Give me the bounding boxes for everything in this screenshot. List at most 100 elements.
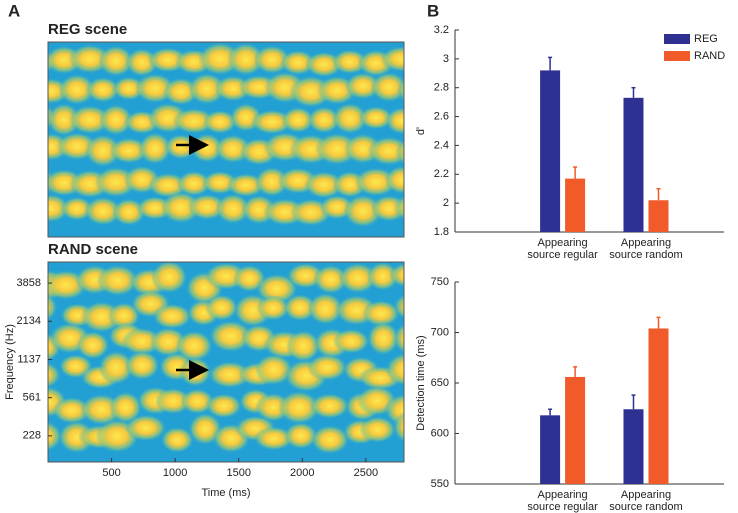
y-tick-label: 2.4 (434, 139, 449, 151)
spectrogram-blob (367, 136, 404, 166)
y-tick-label: 600 (431, 427, 449, 439)
spectrogram-blob (253, 426, 294, 451)
spectrogram-blob (393, 293, 404, 320)
spectrogram-blob (254, 353, 293, 386)
spectrogram-blob (332, 102, 368, 135)
spectrogram-blob (397, 77, 404, 104)
bar (565, 178, 586, 232)
y-tick-label: 3.2 (434, 24, 449, 36)
spectrogram-blob (48, 293, 58, 321)
spectrogram-blob (333, 328, 370, 354)
spectrogram-blob (385, 352, 404, 387)
x-tick-label: 1000 (163, 467, 187, 479)
x-tick-label: 500 (102, 467, 120, 479)
x-tick-label: source random (609, 501, 682, 513)
spectrogram-blob (84, 134, 122, 168)
spectrogram-blob (284, 422, 318, 450)
y-axis-label: Frequency (Hz) (4, 324, 16, 400)
bar (623, 97, 644, 232)
y-tick-label: 650 (431, 377, 449, 389)
panel-label: B (427, 1, 439, 20)
spectrogram-blob (52, 396, 92, 424)
bar (623, 409, 644, 484)
bar (540, 415, 561, 484)
legend-label: REG (694, 33, 718, 45)
spectrogram-blob (307, 106, 341, 134)
spectrogram-blob (109, 391, 142, 424)
spectrogram-blob (138, 132, 172, 165)
spectrogram-blob (393, 194, 404, 221)
spectrogram-blob (388, 262, 404, 288)
spectrogram-blob (175, 330, 213, 362)
legend-swatch (664, 51, 690, 61)
spectrogram-blob (58, 73, 96, 105)
panel-title: RAND scene (48, 241, 138, 258)
spectrogram-blob (385, 107, 404, 135)
frame (47, 261, 405, 463)
x-tick-label: 1500 (226, 467, 250, 479)
spectrogram-blob (393, 323, 404, 354)
spectrogram-blob (160, 426, 194, 453)
x-tick-label: Appearing (538, 489, 588, 501)
spectrogram (48, 262, 404, 462)
x-tick-label: source random (609, 249, 682, 261)
spectrogram-blob (362, 300, 400, 327)
spectrogram-blob (332, 49, 368, 75)
spectrogram-blob (48, 102, 81, 137)
spectrogram-blob (148, 172, 188, 198)
spectrogram-blob (205, 294, 239, 321)
spectrogram-blob (48, 361, 62, 389)
bar (648, 200, 669, 232)
x-tick-label: source regular (527, 501, 598, 513)
bar (648, 328, 669, 484)
spectrogram-blob (107, 302, 141, 330)
spectrogram-blob (202, 110, 238, 134)
spectrogram-blob (76, 330, 110, 360)
spectrogram-blob (124, 414, 167, 442)
spectrogram-blob (180, 388, 215, 415)
y-tick-label: 3 (443, 53, 449, 65)
spectrogram-blob (286, 330, 321, 363)
spectrogram-blob (310, 425, 350, 455)
y-tick-label: 1.8 (434, 226, 449, 238)
spectrogram-blob (359, 416, 397, 443)
spectrogram-blob (48, 420, 63, 452)
spectrogram-blob (215, 193, 251, 225)
spectrogram-blob (124, 350, 160, 381)
spectrogram-blob (367, 321, 400, 356)
y-tick-label: 561 (23, 392, 41, 404)
spectrogram-blob (278, 390, 321, 425)
spectrogram-blob (208, 361, 252, 389)
x-tick-label: Appearing (538, 237, 588, 249)
x-tick-label: Appearing (621, 237, 671, 249)
y-tick-label: 2134 (17, 315, 41, 327)
spectrogram-blob (385, 165, 404, 195)
y-tick-label: 2.2 (434, 168, 449, 180)
spectrogram-blob (150, 262, 188, 294)
spectrogram-blob (98, 45, 134, 77)
spectrogram-blob (359, 106, 393, 130)
spectrogram-blob (281, 106, 315, 134)
spectrogram-blob (395, 139, 404, 166)
x-tick-label: Appearing (621, 489, 671, 501)
panel-label: A (8, 1, 20, 20)
y-axis-label: Detection time (ms) (415, 335, 427, 430)
spectrogram-blob (392, 411, 404, 443)
x-tick-label: 2500 (354, 467, 378, 479)
spectrogram-blob (188, 72, 226, 105)
legend-swatch (664, 34, 690, 44)
spectrogram-blob (366, 262, 399, 291)
spectrogram-blob (370, 71, 404, 103)
spectrogram-blob (179, 357, 212, 387)
spectrogram-blob (380, 46, 404, 72)
spectrogram-blob (109, 137, 149, 164)
spectrogram-blob (96, 264, 139, 297)
spectrogram-blob (256, 295, 290, 321)
x-axis-label: Time (ms) (201, 487, 250, 499)
spectrogram-blob (176, 170, 212, 197)
spectrogram-blob (307, 353, 348, 381)
spectrogram-blob (98, 350, 135, 385)
spectrogram-blob (304, 171, 344, 199)
